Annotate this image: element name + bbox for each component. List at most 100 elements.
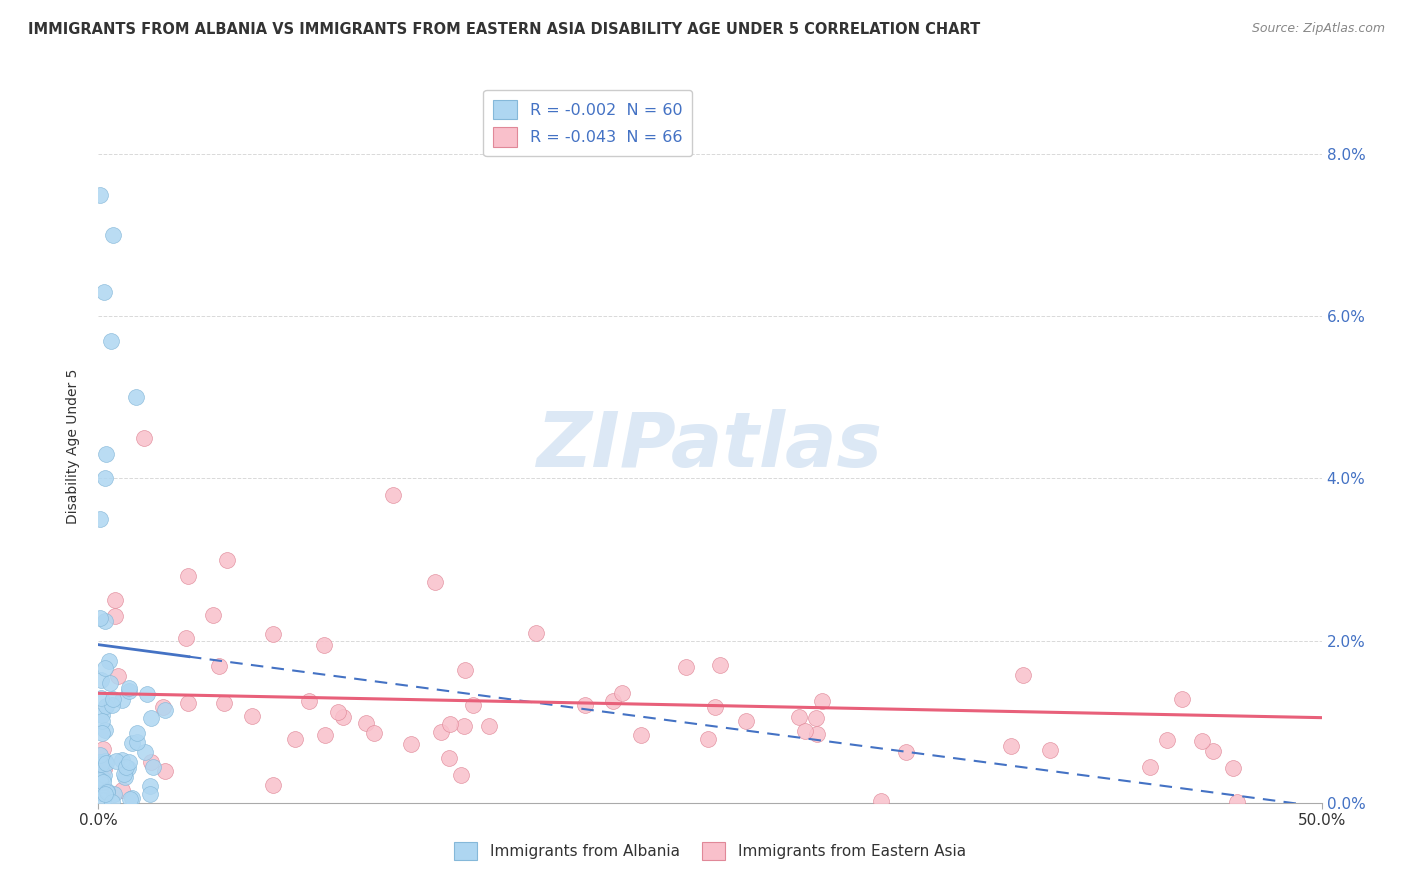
Point [787, 709, 810, 723]
Point [93, 762, 115, 776]
Point [332, 710, 354, 724]
Legend: Immigrants from Albania, Immigrants from Eastern Asia: Immigrants from Albania, Immigrants from… [449, 836, 972, 866]
Point [363, 725, 385, 739]
Point [425, 574, 447, 589]
Point [125, 726, 148, 740]
Point [439, 716, 461, 731]
Point [202, 607, 225, 622]
Point [610, 685, 633, 699]
Point [104, 609, 127, 624]
Point [177, 568, 200, 582]
Point [794, 723, 817, 738]
Point [91, 714, 114, 728]
Point [461, 698, 484, 712]
Point [104, 593, 127, 607]
Point [177, 696, 200, 710]
Point [94, 614, 117, 628]
Point [453, 719, 475, 733]
Point [382, 488, 405, 502]
Point [98, 654, 121, 668]
Point [90, 726, 112, 740]
Point [1039, 743, 1062, 757]
Point [450, 768, 472, 782]
Point [141, 711, 163, 725]
Point [1012, 668, 1035, 682]
Point [103, 228, 125, 243]
Point [112, 767, 135, 781]
Point [242, 709, 264, 723]
Point [298, 694, 321, 708]
Point [117, 761, 139, 775]
Point [524, 626, 547, 640]
Point [105, 754, 128, 768]
Point [630, 728, 652, 742]
Point [174, 631, 197, 645]
Point [125, 390, 148, 404]
Point [675, 659, 697, 673]
Point [142, 760, 165, 774]
Point [1000, 739, 1022, 753]
Point [118, 792, 141, 806]
Point [704, 699, 727, 714]
Point [894, 745, 917, 759]
Point [94, 471, 117, 485]
Point [111, 753, 134, 767]
Point [90, 708, 112, 723]
Text: Source: ZipAtlas.com: Source: ZipAtlas.com [1251, 22, 1385, 36]
Point [111, 692, 134, 706]
Point [89, 512, 111, 526]
Point [602, 694, 624, 708]
Point [94, 447, 117, 461]
Point [100, 795, 122, 809]
Text: IMMIGRANTS FROM ALBANIA VS IMMIGRANTS FROM EASTERN ASIA DISABILITY AGE UNDER 5 C: IMMIGRANTS FROM ALBANIA VS IMMIGRANTS FR… [28, 22, 980, 37]
Point [118, 684, 141, 698]
Point [91, 793, 114, 807]
Point [356, 716, 378, 731]
Point [328, 705, 350, 719]
Point [90, 786, 112, 800]
Point [139, 779, 162, 793]
Point [134, 431, 156, 445]
Point [125, 735, 148, 749]
Point [134, 745, 156, 759]
Point [96, 699, 118, 714]
Point [1139, 760, 1161, 774]
Point [1191, 734, 1213, 748]
Point [697, 731, 720, 746]
Point [437, 751, 460, 765]
Text: ZIPatlas: ZIPatlas [537, 409, 883, 483]
Point [93, 285, 115, 299]
Point [217, 552, 239, 566]
Point [284, 732, 307, 747]
Point [100, 334, 122, 348]
Point [114, 770, 136, 784]
Point [810, 694, 832, 708]
Point [121, 736, 143, 750]
Point [111, 782, 134, 797]
Point [91, 742, 114, 756]
Point [1226, 795, 1249, 809]
Point [869, 794, 891, 808]
Point [208, 659, 231, 673]
Point [152, 700, 174, 714]
Point [89, 747, 111, 762]
Point [118, 681, 141, 696]
Point [312, 638, 335, 652]
Point [101, 698, 124, 712]
Point [91, 772, 114, 786]
Point [262, 627, 284, 641]
Point [107, 668, 129, 682]
Point [735, 714, 758, 729]
Point [121, 791, 143, 805]
Point [118, 756, 141, 770]
Point [96, 784, 118, 798]
Point [91, 774, 114, 789]
Point [90, 691, 112, 706]
Point [89, 611, 111, 625]
Point [401, 737, 423, 751]
Point [94, 756, 117, 770]
Point [139, 755, 162, 769]
Point [93, 723, 115, 737]
Point [89, 187, 111, 202]
Point [153, 703, 176, 717]
